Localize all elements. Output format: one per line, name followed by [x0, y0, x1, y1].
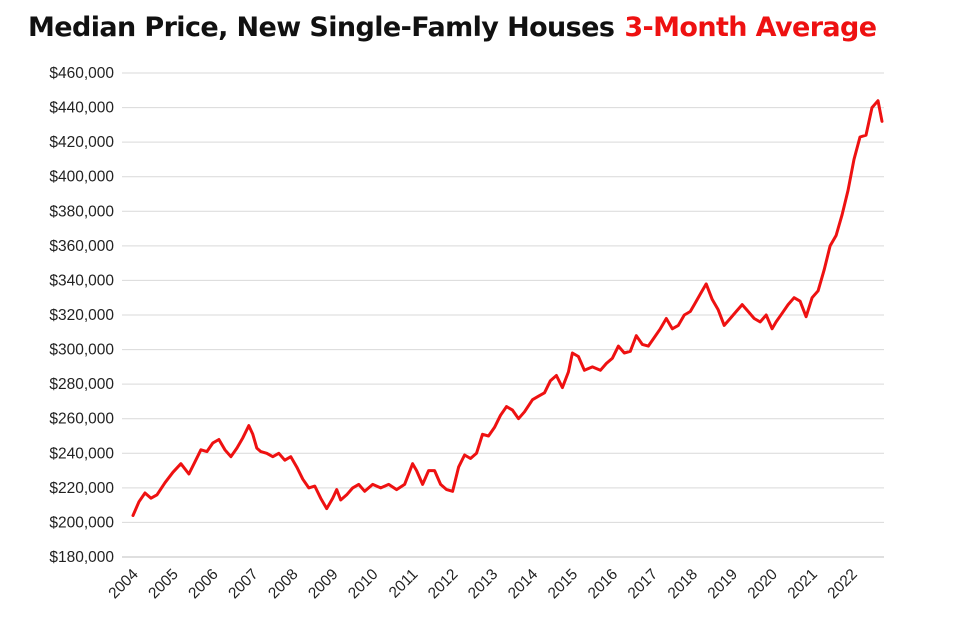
gridlines — [122, 72, 884, 558]
x-tick-label: 2020 — [745, 566, 782, 603]
x-tick-label: 2011 — [386, 566, 422, 602]
x-tick-label: 2015 — [545, 566, 581, 602]
x-tick-label: 2013 — [465, 566, 501, 602]
y-tick-label: $440,000 — [49, 100, 114, 117]
y-tick-label: $300,000 — [49, 342, 114, 359]
x-tick-label: 2007 — [225, 566, 261, 602]
y-tick-label: $460,000 — [49, 65, 114, 82]
x-tick-label: 2012 — [425, 566, 461, 602]
y-tick-label: $320,000 — [49, 307, 114, 324]
y-tick-label: $380,000 — [49, 203, 114, 220]
series-group — [131, 99, 884, 517]
x-tick-label: 2017 — [625, 566, 661, 602]
y-tick-label: $240,000 — [49, 445, 114, 462]
y-tick-label: $340,000 — [49, 272, 114, 289]
y-tick-label: $420,000 — [49, 134, 114, 151]
series-line — [131, 99, 884, 517]
x-tick-label: 2006 — [185, 566, 221, 602]
y-tick-label: $360,000 — [49, 238, 114, 255]
x-tick-label: 2021 — [785, 566, 821, 602]
y-tick-label: $200,000 — [49, 514, 114, 531]
chart-title: Median Price, New Single-Famly Houses 3-M… — [28, 6, 948, 50]
x-tick-label: 2004 — [105, 566, 142, 603]
x-axis-ticks: 2004 2005 2006 2007 2008 2009 2010 2011 2012 2013… — [105, 566, 860, 603]
x-tick-label: 2008 — [265, 566, 301, 602]
x-tick-label: 2018 — [665, 566, 701, 602]
x-tick-label: 2022 — [824, 566, 860, 602]
x-tick-label: 2010 — [345, 566, 382, 603]
y-tick-label: $180,000 — [49, 549, 114, 566]
y-axis-ticks: $180,000 $200,000 $220,000 $240,000 $260,000… — [49, 65, 114, 566]
title-main-text: Median Price, New Single-Famly Houses — [28, 12, 615, 43]
y-tick-label: $400,000 — [49, 169, 114, 186]
y-tick-label: $280,000 — [49, 376, 114, 393]
x-tick-label: 2019 — [705, 566, 741, 602]
x-tick-label: 2009 — [305, 566, 341, 602]
x-tick-label: 2005 — [145, 566, 181, 602]
title-accent-text: 3-Month Average — [624, 12, 877, 43]
x-tick-label: 2014 — [505, 566, 542, 603]
y-tick-label: $260,000 — [49, 411, 114, 428]
y-tick-label: $220,000 — [49, 480, 114, 497]
x-tick-label: 2016 — [585, 566, 621, 602]
